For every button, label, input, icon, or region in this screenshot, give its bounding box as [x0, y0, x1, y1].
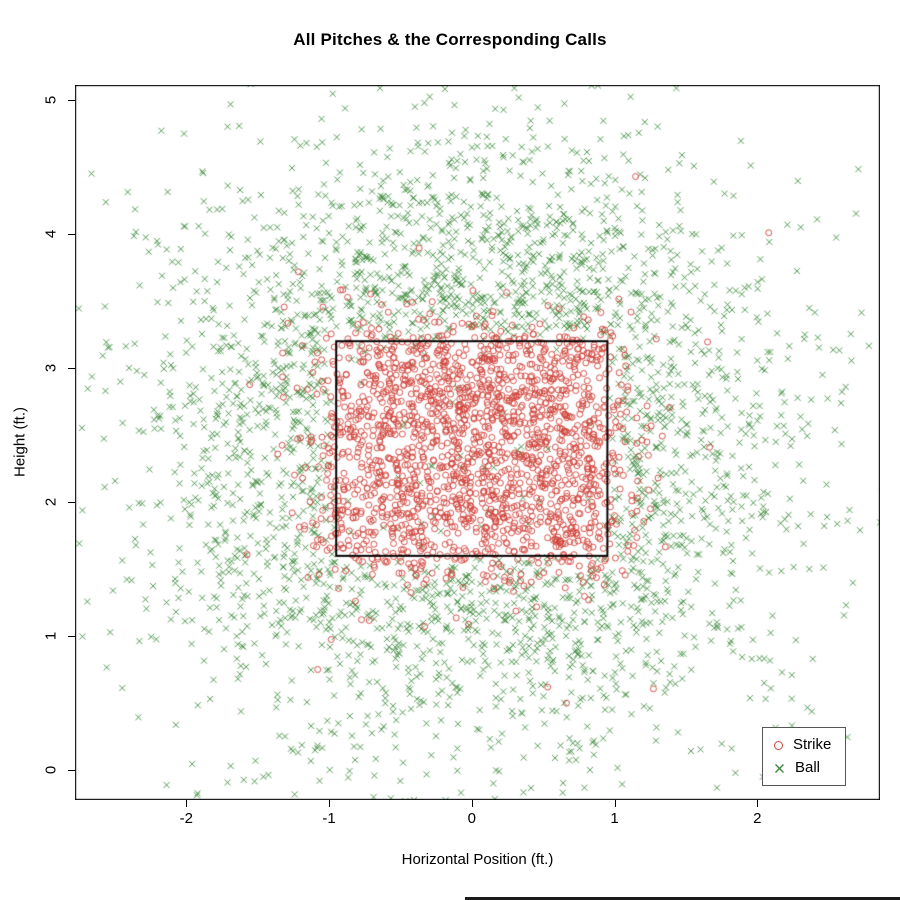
y-axis-tick	[68, 99, 75, 101]
scatter-plot-canvas	[75, 85, 880, 800]
x-axis-tick-label: 2	[753, 810, 762, 827]
x-axis-tick-label: -1	[322, 810, 336, 827]
x-axis-tick	[329, 800, 331, 807]
x-axis-tick-label: 1	[610, 810, 619, 827]
legend-entry-strike: Strike	[774, 736, 831, 754]
y-axis-tick-label: 3	[42, 363, 60, 373]
x-axis-label: Horizontal Position (ft.)	[401, 851, 554, 868]
legend-strike-marker-icon	[774, 740, 783, 750]
y-axis-tick	[68, 233, 75, 235]
x-axis-tick	[186, 800, 188, 807]
y-axis-tick-label: 1	[42, 632, 60, 641]
y-axis-tick	[68, 636, 75, 638]
legend-strike-label: Strike	[793, 736, 832, 753]
screenshot-edge-artifact	[465, 897, 900, 900]
y-axis-tick	[68, 502, 75, 504]
legend-ball-marker-icon	[775, 763, 784, 773]
legend-ball-label: Ball	[795, 759, 821, 776]
y-axis-tick	[68, 368, 75, 370]
y-axis-tick	[68, 770, 75, 772]
legend: Strike Ball	[762, 727, 847, 786]
y-axis-tick-label: 2	[42, 498, 60, 507]
x-axis-tick-label: 0	[467, 810, 476, 827]
x-axis-tick	[471, 800, 473, 807]
x-axis-tick	[757, 800, 759, 807]
y-axis-tick-label: 5	[42, 95, 60, 104]
legend-entry-ball: Ball	[774, 759, 831, 777]
x-axis-tick-label: -2	[179, 810, 193, 827]
y-axis-tick-label: 0	[42, 766, 60, 775]
chart-title: All Pitches & the Corresponding Calls	[293, 30, 607, 49]
y-axis-tick-label: 4	[42, 229, 60, 239]
x-axis-tick	[614, 800, 616, 807]
y-axis-label: Height (ft.)	[11, 406, 29, 478]
plot-area	[75, 85, 880, 800]
